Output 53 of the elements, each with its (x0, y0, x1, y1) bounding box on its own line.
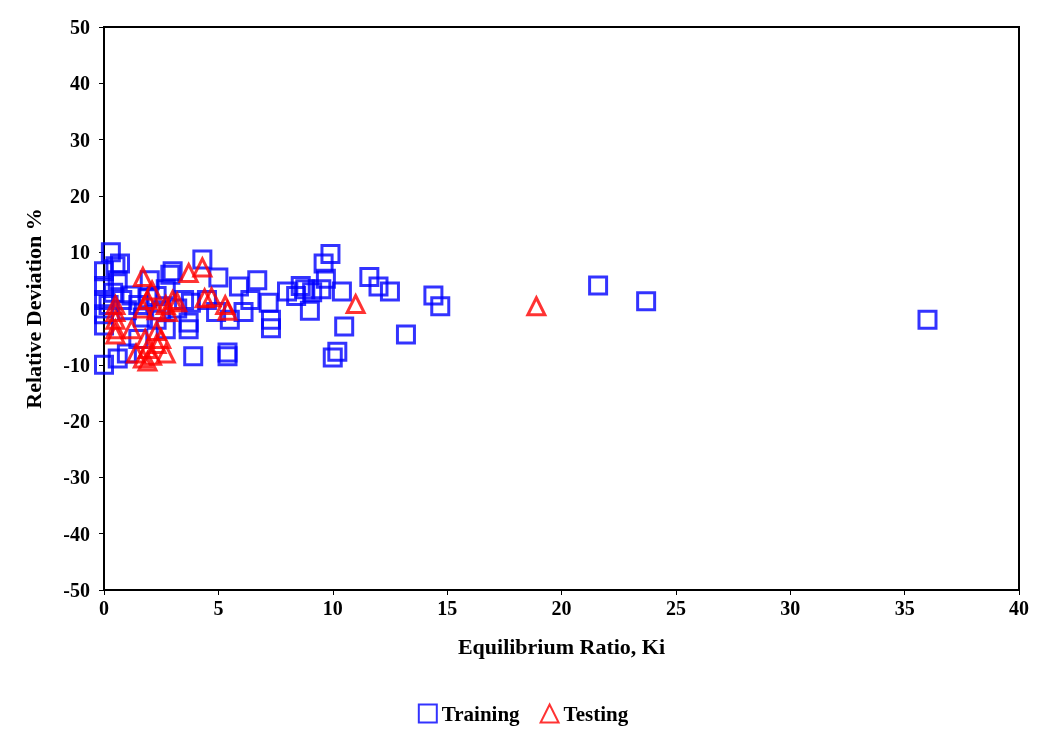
point (121, 319, 142, 340)
y-tick-label: -10 (63, 353, 90, 376)
point (146, 300, 167, 321)
y-tick-label: -30 (63, 466, 90, 489)
point (526, 296, 547, 317)
legend-label: Testing (563, 701, 629, 726)
x-tick-label: 40 (1009, 597, 1029, 619)
point (105, 295, 126, 316)
point (215, 295, 236, 316)
y-axis-title: Relative Deviation % (20, 208, 46, 409)
point (345, 294, 366, 314)
point (167, 292, 188, 313)
point (137, 339, 158, 360)
point (162, 290, 183, 311)
x-axis-title: Equilibrium Ratio, Ki (457, 633, 666, 659)
y-tick-label: -20 (63, 410, 90, 433)
point (105, 319, 126, 340)
point (151, 328, 172, 349)
point (132, 298, 153, 319)
x-tick-label: 0 (99, 597, 109, 619)
legend-label: Training (441, 701, 521, 726)
point (201, 287, 222, 308)
point (105, 324, 126, 345)
point (105, 301, 126, 322)
y-tick-label: 20 (70, 184, 90, 207)
y-tick-label: 10 (70, 241, 90, 264)
point (146, 333, 167, 354)
point (132, 348, 153, 369)
point (146, 321, 167, 342)
x-tick-label: 10 (322, 597, 343, 619)
y-tick-label: 30 (70, 128, 90, 151)
point (126, 343, 147, 364)
point (217, 300, 238, 321)
point (105, 309, 126, 330)
x-tick-label: 15 (437, 597, 458, 619)
point (178, 263, 199, 284)
point (155, 343, 176, 364)
x-tick-label: 25 (665, 597, 686, 619)
y-tick-label: 50 (70, 16, 90, 38)
y-tick-label: -50 (63, 579, 90, 601)
y-tick-label: 0 (80, 297, 90, 320)
point (155, 295, 176, 316)
y-tick-label: -40 (63, 522, 90, 545)
point (137, 351, 158, 372)
x-tick-label: 20 (551, 597, 572, 619)
point (192, 257, 213, 278)
x-tick-label: 30 (780, 597, 801, 619)
point (132, 266, 153, 287)
y-tick-label: 40 (70, 72, 90, 95)
point (142, 280, 163, 301)
x-tick-label: 5 (213, 597, 224, 619)
point (158, 301, 179, 322)
x-tick-label: 35 (894, 597, 915, 619)
